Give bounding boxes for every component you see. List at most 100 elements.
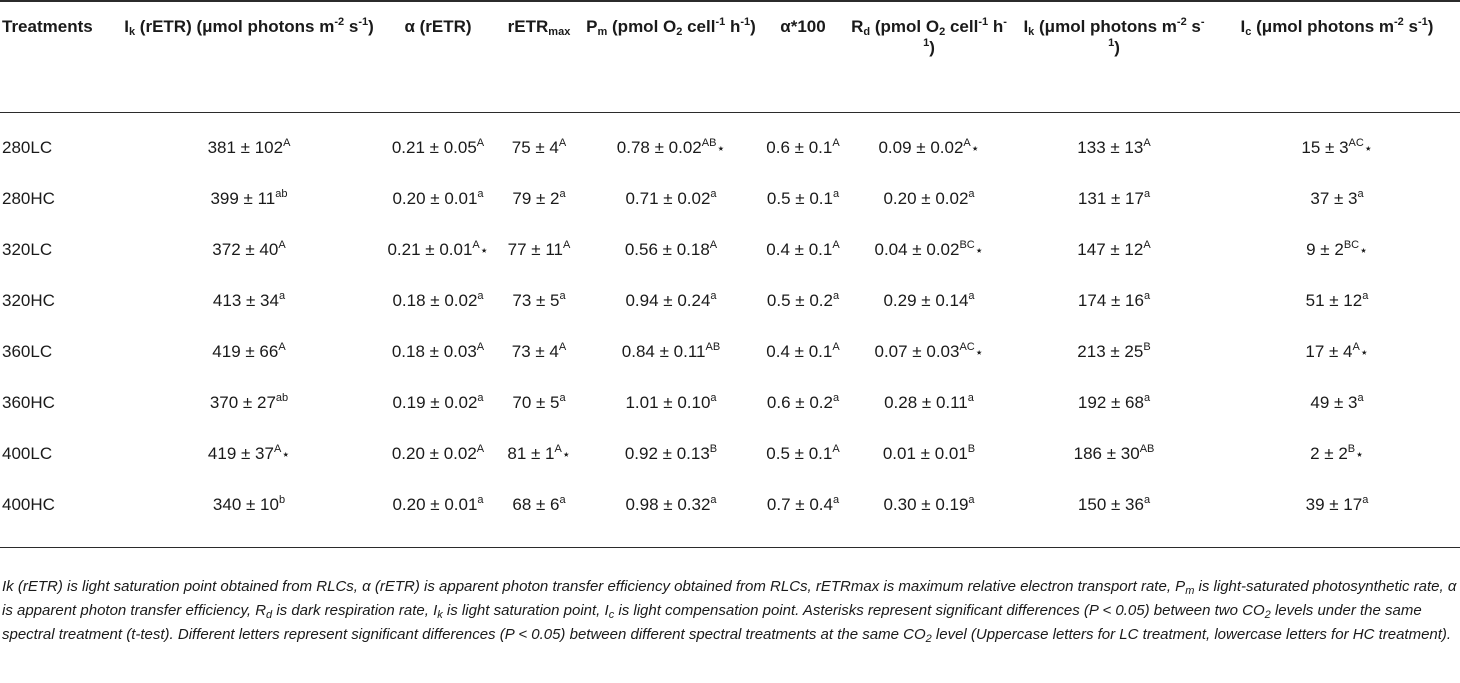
cell-value: 0.04 ± 0.02: [874, 240, 960, 259]
value-cell: 0.18 ± 0.02a: [378, 290, 498, 341]
header-rd: Rd (pmol O2 cell-1 h-1): [851, 16, 1007, 58]
value-cell: 0.78 ± 0.02AB⋆: [580, 113, 762, 189]
value-cell: 51 ± 12a: [1214, 290, 1460, 341]
header-ik-retr: Ik (rETR) (μmol photons m-2 s-1): [124, 16, 374, 38]
value-cell: 0.5 ± 0.2a: [762, 290, 844, 341]
value-cell: 73 ± 4A: [498, 341, 580, 392]
value-cell: 0.6 ± 0.1A: [762, 113, 844, 189]
significance-letter: A: [1352, 341, 1360, 353]
cell-value: 0.19 ± 0.02: [392, 393, 478, 412]
value-cell: 213 ± 25B: [1014, 341, 1214, 392]
cell-value: 0.18 ± 0.02: [392, 291, 478, 310]
significance-letter: A: [476, 137, 485, 149]
value-cell: 0.92 ± 0.13B: [580, 443, 762, 494]
cell-value: 131 ± 17: [1077, 189, 1144, 208]
value-cell: 133 ± 13A: [1014, 113, 1214, 189]
value-cell: 340 ± 10b: [120, 494, 378, 548]
value-cell: 37 ± 3a: [1214, 188, 1460, 239]
value-cell: 0.09 ± 0.02A⋆: [844, 113, 1014, 189]
significance-letter: A: [563, 239, 571, 251]
significance-letter: a: [1357, 188, 1364, 200]
significance-letter: a: [832, 188, 840, 200]
cell-value: 150 ± 36: [1077, 495, 1144, 514]
value-cell: 370 ± 27ab: [120, 392, 378, 443]
cell-value: 413 ± 34: [212, 291, 279, 310]
value-cell: 0.19 ± 0.02a: [378, 392, 498, 443]
value-cell: 9 ± 2BC⋆: [1214, 239, 1460, 290]
cell-value: 77 ± 11: [507, 240, 563, 259]
significance-letter: a: [1143, 392, 1151, 404]
significance-letter: a: [710, 392, 717, 404]
header-treatments: Treatments: [2, 17, 93, 36]
header-ic: Ic (μmol photons m-2 s-1): [1240, 16, 1434, 38]
table-row: 360LC 419 ± 66A 0.18 ± 0.03A 73 ± 4A 0.84 ± …: [0, 341, 1460, 392]
significance-letter: AC: [1348, 137, 1364, 149]
significance-letter: a: [1143, 188, 1151, 200]
cell-value: 0.09 ± 0.02: [878, 138, 964, 157]
value-cell: 0.21 ± 0.01A⋆: [378, 239, 498, 290]
significance-letter: A: [832, 443, 840, 455]
significance-letter: A: [832, 239, 840, 251]
value-cell: 399 ± 11ab: [120, 188, 378, 239]
cell-value: 0.18 ± 0.03: [391, 342, 477, 361]
significance-letter: a: [559, 494, 566, 506]
treatment-cell: 280LC: [2, 138, 53, 157]
value-cell: 75 ± 4A: [498, 113, 580, 189]
significance-letter: B: [709, 443, 718, 455]
asterisk-icon: ⋆: [1359, 242, 1368, 258]
table-row: 400HC 340 ± 10b 0.20 ± 0.01a 68 ± 6a 0.98 ± …: [0, 494, 1460, 548]
value-cell: 0.29 ± 0.14a: [844, 290, 1014, 341]
cell-value: 0.56 ± 0.18: [624, 240, 710, 259]
cell-value: 0.5 ± 0.1: [766, 444, 833, 463]
treatment-cell: 400LC: [2, 444, 53, 463]
cell-value: 17 ± 4: [1305, 342, 1353, 361]
significance-letter: a: [477, 290, 484, 302]
treatment-cell: 320HC: [2, 291, 55, 310]
cell-value: 0.07 ± 0.03: [874, 342, 960, 361]
value-cell: 0.20 ± 0.02A: [378, 443, 498, 494]
value-cell: 17 ± 4A⋆: [1214, 341, 1460, 392]
cell-value: 0.94 ± 0.24: [625, 291, 711, 310]
value-cell: 0.7 ± 0.4a: [762, 494, 844, 548]
cell-value: 73 ± 4: [511, 342, 559, 361]
value-cell: 0.20 ± 0.01a: [378, 188, 498, 239]
value-cell: 0.4 ± 0.1A: [762, 341, 844, 392]
value-cell: 192 ± 68a: [1014, 392, 1214, 443]
cell-value: 0.92 ± 0.13: [624, 444, 710, 463]
significance-letter: A: [1143, 137, 1151, 149]
value-cell: 0.94 ± 0.24a: [580, 290, 762, 341]
value-cell: 0.98 ± 0.32a: [580, 494, 762, 548]
table-row: 280LC 381 ± 102A 0.21 ± 0.05A 75 ± 4A 0.78 ±…: [0, 113, 1460, 189]
cell-value: 1.01 ± 0.10: [625, 393, 711, 412]
value-cell: 186 ± 30AB: [1014, 443, 1214, 494]
value-cell: 174 ± 16a: [1014, 290, 1214, 341]
significance-letter: A: [1143, 239, 1151, 251]
significance-letter: a: [1143, 290, 1151, 302]
value-cell: 73 ± 5a: [498, 290, 580, 341]
cell-value: 15 ± 3: [1301, 138, 1349, 157]
cell-value: 79 ± 2: [512, 189, 560, 208]
cell-value: 174 ± 16: [1077, 291, 1144, 310]
significance-letter: A: [558, 341, 567, 353]
significance-letter: ab: [275, 188, 288, 200]
value-cell: 70 ± 5a: [498, 392, 580, 443]
value-cell: 0.4 ± 0.1A: [762, 239, 844, 290]
asterisk-icon: ⋆: [970, 140, 980, 156]
cell-value: 0.20 ± 0.01: [392, 189, 478, 208]
value-cell: 0.21 ± 0.05A: [378, 113, 498, 189]
value-cell: 1.01 ± 0.10a: [580, 392, 762, 443]
treatment-cell: 280HC: [2, 189, 55, 208]
significance-letter: a: [1362, 494, 1369, 506]
significance-letter: a: [710, 494, 717, 506]
significance-letter: A: [554, 443, 562, 455]
significance-letter: A: [832, 137, 840, 149]
value-cell: 0.18 ± 0.03A: [378, 341, 498, 392]
asterisk-icon: ⋆: [479, 242, 489, 258]
significance-letter: a: [832, 290, 840, 302]
header-ik: Ik (μmol photons m-2 s-1): [1023, 16, 1205, 58]
value-cell: 79 ± 2a: [498, 188, 580, 239]
cell-value: 39 ± 17: [1305, 495, 1363, 514]
cell-value: 340 ± 10: [212, 495, 279, 514]
significance-letter: a: [1143, 494, 1151, 506]
significance-letter: B: [1143, 341, 1151, 353]
